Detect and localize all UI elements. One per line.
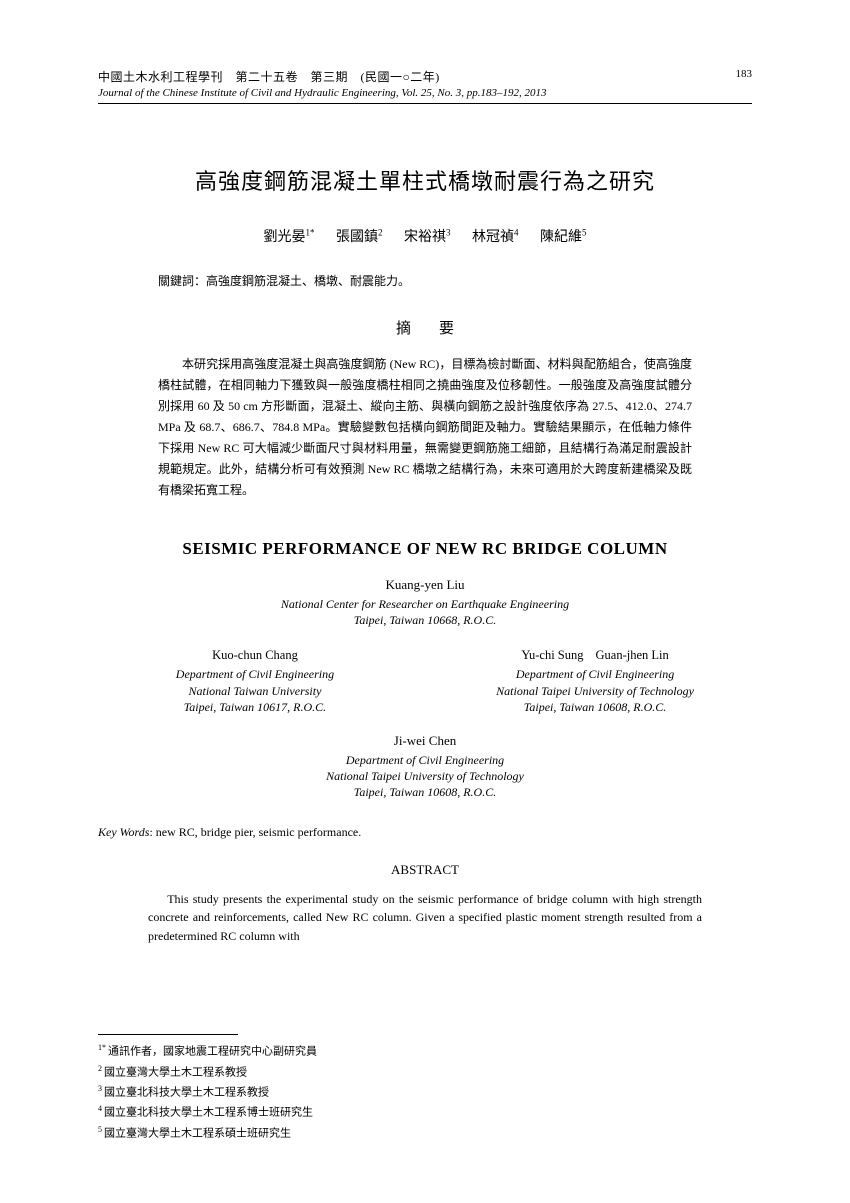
affiliation: Department of Civil Engineering National…	[98, 752, 752, 801]
author-names: Yu-chi SungGuan-jhen Lin	[438, 648, 752, 663]
header-rule	[98, 103, 752, 104]
keywords-label: Key Words	[98, 825, 149, 839]
abstract-body-english: This study presents the experimental stu…	[148, 890, 702, 946]
affiliation: Department of Civil Engineering National…	[438, 666, 752, 715]
author: 張國鎮	[336, 230, 378, 245]
footnotes: 1*通訊作者，國家地震工程研究中心副研究員 2國立臺灣大學土木工程系教授 3國立…	[98, 1034, 752, 1143]
keywords-english: Key Words: new RC, bridge pier, seismic …	[98, 825, 752, 840]
paper-title-chinese: 高強度鋼筋混凝土單柱式橋墩耐震行為之研究	[98, 164, 752, 196]
author-block-left: Kuo-chun Chang Department of Civil Engin…	[98, 648, 412, 715]
author-sup: 1*	[306, 227, 315, 237]
keywords-label: 關鍵詞：	[158, 274, 206, 288]
author-sup: 5	[582, 227, 587, 237]
author-name: Ji-wei Chen	[98, 733, 752, 749]
abstract-body-chinese: 本研究採用高強度混凝土與高強度鋼筋 (New RC)，目標為檢討斷面、材料與配筋…	[158, 354, 692, 501]
author: 宋裕祺	[404, 230, 446, 245]
footnote-text: 國立臺灣大學土木工程系教授	[104, 1066, 247, 1078]
journal-title-en: Journal of the Chinese Institute of Civi…	[98, 87, 752, 99]
affiliation: Department of Civil Engineering National…	[98, 666, 412, 715]
author-sup: 4	[514, 227, 519, 237]
author-block-right: Yu-chi SungGuan-jhen Lin Department of C…	[438, 648, 752, 715]
author: 劉光晏	[264, 230, 306, 245]
author: 陳紀維	[540, 230, 582, 245]
author-two-column: Kuo-chun Chang Department of Civil Engin…	[98, 648, 752, 715]
running-header: 中國土木水利工程學刊 第二十五卷 第三期 (民國一○二年) Journal of…	[98, 68, 752, 104]
author-name: Kuo-chun Chang	[98, 648, 412, 663]
abstract-heading-chinese: 摘要	[98, 317, 752, 338]
authors-chinese: 劉光晏1* 張國鎮2 宋裕祺3 林冠禎4 陳紀維5	[98, 226, 752, 246]
footnote-text: 國立臺北科技大學土木工程系教授	[104, 1087, 269, 1099]
author-sup: 2	[378, 227, 383, 237]
page-number: 183	[736, 68, 753, 80]
footnote-text: 國立臺北科技大學土木工程系博士班研究生	[104, 1107, 313, 1119]
paper-title-english: SEISMIC PERFORMANCE OF NEW RC BRIDGE COL…	[98, 539, 752, 559]
author-name: Kuang-yen Liu	[98, 577, 752, 593]
author-block-4: Ji-wei Chen Department of Civil Engineer…	[98, 733, 752, 801]
keywords-text: : new RC, bridge pier, seismic performan…	[149, 825, 361, 839]
journal-title-ch: 中國土木水利工程學刊 第二十五卷 第三期 (民國一○二年)	[98, 68, 752, 85]
affiliation: National Center for Researcher on Earthq…	[98, 596, 752, 628]
keywords-text: 高強度鋼筋混凝土、橋墩、耐震能力。	[206, 274, 410, 288]
author-sup: 3	[446, 227, 451, 237]
footnote-text: 國立臺灣大學土木工程系碩士班研究生	[104, 1127, 291, 1139]
keywords-chinese: 關鍵詞：高強度鋼筋混凝土、橋墩、耐震能力。	[158, 272, 752, 289]
footnote-text: 通訊作者，國家地震工程研究中心副研究員	[108, 1046, 317, 1058]
footnote-rule	[98, 1034, 238, 1035]
author-block-1: Kuang-yen Liu National Center for Resear…	[98, 577, 752, 628]
author: 林冠禎	[472, 230, 514, 245]
abstract-heading-english: ABSTRACT	[98, 862, 752, 878]
